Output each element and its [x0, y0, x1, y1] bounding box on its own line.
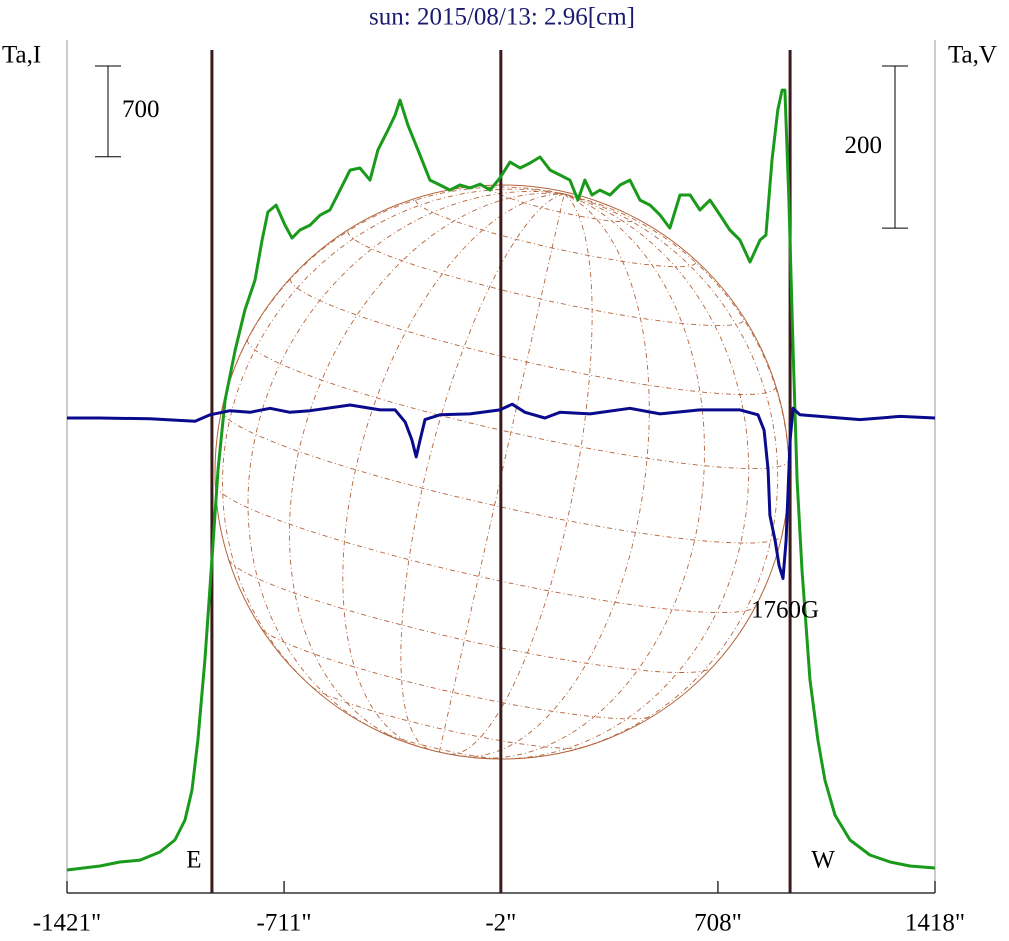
grid-curve — [347, 231, 745, 327]
x-tick-label: 1418" — [905, 910, 965, 937]
grid-curve — [247, 191, 565, 732]
grid-curve — [503, 193, 750, 760]
series-line — [66, 88, 936, 872]
grid-curve — [222, 188, 565, 697]
grid-curve — [376, 729, 506, 760]
x-tick-label: -2" — [485, 910, 516, 937]
grid-curve — [288, 192, 565, 741]
grid-curve — [481, 193, 705, 759]
grid-curve — [342, 193, 565, 747]
grid-curve — [228, 559, 712, 673]
limb-label: W — [811, 847, 835, 874]
series-line — [67, 402, 936, 580]
grid-curve — [564, 193, 790, 535]
scale-label: 200 — [845, 132, 883, 159]
scale-label: 700 — [122, 96, 160, 123]
grid-curve — [214, 485, 757, 614]
grid-curve — [489, 187, 636, 223]
grid-curve — [311, 686, 583, 749]
grid-curve — [400, 193, 565, 750]
grid-curve — [261, 628, 653, 720]
grid-curve — [450, 193, 593, 755]
grid-curve — [290, 278, 777, 395]
x-tick-label: -1421" — [33, 910, 102, 937]
limb-label: E — [186, 847, 201, 874]
x-tick-label: -711" — [257, 910, 312, 937]
grid-curve — [247, 339, 790, 470]
chart-title: sun: 2015/08/13: 2.96[cm] — [369, 4, 635, 31]
grid-curve — [564, 193, 779, 752]
grid-curve — [438, 193, 565, 752]
grid-curve — [415, 199, 697, 268]
x-tick-label: 708" — [694, 910, 742, 937]
grid-curve — [221, 409, 783, 544]
annotation: 1760G — [751, 597, 819, 624]
y2-axis-label: Ta,V — [948, 42, 997, 69]
y-axis-label: Ta,I — [2, 42, 41, 69]
solar-grid — [214, 186, 790, 760]
grid-curve — [461, 193, 650, 757]
